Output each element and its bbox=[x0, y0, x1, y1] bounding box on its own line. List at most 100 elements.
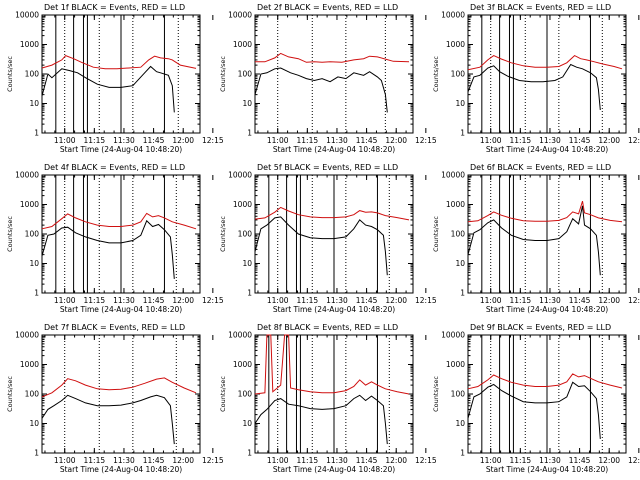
x-tick-label: 11:00 bbox=[480, 136, 502, 145]
y-tick-label: 10000 bbox=[228, 331, 252, 340]
y-axis-label: Counts/sec bbox=[432, 56, 440, 92]
y-tick-label: 100 bbox=[238, 230, 253, 239]
y-axis-label: Counts/sec bbox=[432, 216, 440, 252]
x-tick-label: 11:45 bbox=[356, 456, 378, 465]
y-axis-label: Counts/sec bbox=[6, 216, 14, 252]
y-tick-label: 100 bbox=[238, 390, 253, 399]
lld-series-line bbox=[254, 206, 410, 221]
x-tick-label: 12:15 bbox=[415, 296, 437, 305]
chart-title: Det 4f BLACK = Events, RED = LLD bbox=[44, 163, 185, 172]
y-axis-label: Counts/sec bbox=[219, 56, 227, 92]
x-tick-label: 12:00 bbox=[385, 136, 407, 145]
y-tick-label: 10000 bbox=[15, 331, 39, 340]
y-tick-label: 10000 bbox=[228, 171, 252, 180]
lld-series-line bbox=[41, 55, 197, 70]
plot-frame bbox=[254, 14, 414, 134]
x-tick-label: 11:15 bbox=[84, 296, 106, 305]
x-tick-label: 11:15 bbox=[297, 456, 319, 465]
y-tick-label: 100 bbox=[451, 70, 466, 79]
events-series-line bbox=[41, 394, 175, 445]
x-tick-label: 12:15 bbox=[202, 136, 224, 145]
x-tick-label: 12:00 bbox=[385, 296, 407, 305]
x-axis-label: Start Time (24-Aug-04 10:48:20) bbox=[273, 305, 395, 314]
y-tick-label: 10000 bbox=[441, 11, 465, 20]
x-tick-label: 11:00 bbox=[480, 456, 502, 465]
y-tick-label: 1 bbox=[247, 289, 252, 298]
lld-series-line bbox=[467, 373, 623, 390]
y-tick-label: 10000 bbox=[15, 11, 39, 20]
x-tick-label: 11:15 bbox=[84, 136, 106, 145]
chart-panel: Det 8f BLACK = Events, RED = LLD 1 10 100 10… bbox=[219, 323, 437, 474]
chart-title: Det 7f BLACK = Events, RED = LLD bbox=[44, 323, 185, 332]
y-tick-label: 100 bbox=[238, 70, 253, 79]
x-axis-label: Start Time (24-Aug-04 10:48:20) bbox=[273, 465, 395, 474]
x-tick-label: 11:00 bbox=[267, 456, 289, 465]
y-tick-label: 1000 bbox=[233, 360, 252, 369]
chart-title: Det 9f BLACK = Events, RED = LLD bbox=[470, 323, 611, 332]
y-tick-label: 1000 bbox=[446, 200, 465, 209]
chart-title: Det 6f BLACK = Events, RED = LLD bbox=[470, 163, 611, 172]
x-tick-label: 11:30 bbox=[539, 136, 561, 145]
y-tick-label: 100 bbox=[25, 70, 40, 79]
y-tick-label: 100 bbox=[451, 390, 466, 399]
x-tick-label: 11:15 bbox=[510, 456, 532, 465]
lld-series-line bbox=[41, 377, 197, 398]
x-tick-label: 12:15 bbox=[628, 136, 640, 145]
x-tick-label: 12:00 bbox=[172, 456, 194, 465]
x-tick-label: 12:00 bbox=[598, 136, 620, 145]
x-tick-label: 11:15 bbox=[510, 136, 532, 145]
lld-series-line bbox=[467, 54, 623, 71]
y-tick-label: 10 bbox=[455, 99, 465, 108]
y-tick-label: 10 bbox=[242, 419, 252, 428]
y-tick-label: 10 bbox=[242, 259, 252, 268]
chart-panel: Det 1f BLACK = Events, RED = LLD 1 10 100 10… bbox=[6, 3, 224, 154]
y-axis-label: Counts/sec bbox=[219, 376, 227, 412]
x-tick-label: 12:15 bbox=[415, 136, 437, 145]
plot-frame bbox=[41, 334, 201, 454]
x-tick-label: 11:45 bbox=[143, 296, 165, 305]
chart-panel: Det 9f BLACK = Events, RED = LLD 1 10 100 10… bbox=[432, 323, 640, 474]
y-tick-label: 1000 bbox=[233, 40, 252, 49]
chart-panel: Det 6f BLACK = Events, RED = LLD 1 10 100 10… bbox=[432, 163, 640, 314]
x-tick-label: 11:00 bbox=[54, 456, 76, 465]
events-series-line bbox=[41, 65, 175, 113]
x-tick-label: 12:00 bbox=[172, 296, 194, 305]
chart-title: Det 2f BLACK = Events, RED = LLD bbox=[257, 3, 398, 12]
x-axis-label: Start Time (24-Aug-04 10:48:20) bbox=[486, 305, 608, 314]
events-series-line bbox=[254, 394, 388, 445]
lld-series-line bbox=[254, 334, 410, 395]
x-axis-label: Start Time (24-Aug-04 10:48:20) bbox=[60, 145, 182, 154]
y-tick-label: 100 bbox=[25, 390, 40, 399]
x-tick-label: 12:15 bbox=[202, 456, 224, 465]
chart-title: Det 3f BLACK = Events, RED = LLD bbox=[470, 3, 611, 12]
events-series-line bbox=[254, 67, 388, 113]
lld-series-line bbox=[467, 200, 623, 223]
y-tick-label: 1000 bbox=[20, 40, 39, 49]
y-tick-label: 10 bbox=[29, 259, 39, 268]
y-tick-label: 10 bbox=[242, 99, 252, 108]
chart-title: Det 5f BLACK = Events, RED = LLD bbox=[257, 163, 398, 172]
x-tick-label: 11:30 bbox=[326, 136, 348, 145]
y-tick-label: 1000 bbox=[446, 360, 465, 369]
x-tick-label: 11:00 bbox=[267, 296, 289, 305]
x-tick-label: 11:15 bbox=[297, 296, 319, 305]
x-tick-label: 12:15 bbox=[628, 456, 640, 465]
x-tick-label: 12:15 bbox=[415, 456, 437, 465]
x-tick-label: 11:30 bbox=[113, 136, 135, 145]
y-tick-label: 1 bbox=[247, 449, 252, 458]
y-tick-label: 1 bbox=[34, 449, 39, 458]
x-tick-label: 11:30 bbox=[326, 296, 348, 305]
x-tick-label: 12:00 bbox=[598, 296, 620, 305]
x-tick-label: 11:30 bbox=[113, 296, 135, 305]
y-tick-label: 1 bbox=[460, 449, 465, 458]
chart-panel: Det 4f BLACK = Events, RED = LLD 1 10 100 10… bbox=[6, 163, 224, 314]
x-tick-label: 11:15 bbox=[297, 136, 319, 145]
events-series-line bbox=[254, 216, 388, 276]
y-axis-label: Counts/sec bbox=[432, 376, 440, 412]
x-axis-label: Start Time (24-Aug-04 10:48:20) bbox=[60, 465, 182, 474]
y-tick-label: 10000 bbox=[441, 171, 465, 180]
x-tick-label: 11:45 bbox=[356, 136, 378, 145]
y-tick-label: 100 bbox=[25, 230, 40, 239]
x-tick-label: 12:15 bbox=[628, 296, 640, 305]
